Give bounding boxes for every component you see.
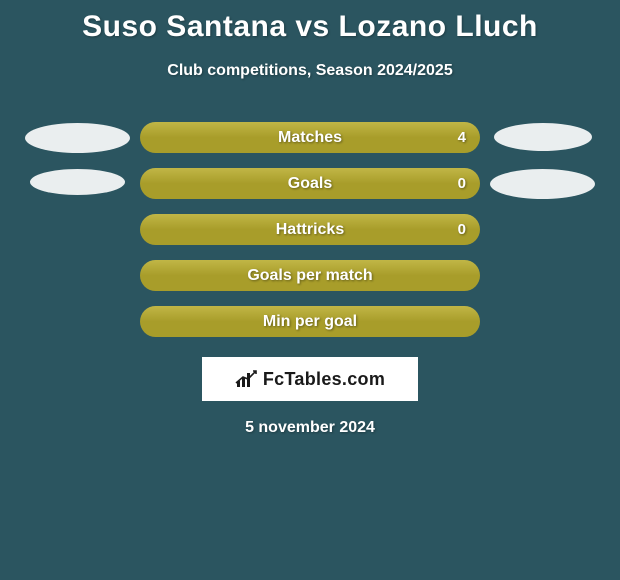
ellipse-slot-right [490,307,595,337]
ellipse-slot-left [25,261,130,291]
page-title: Suso Santana vs Lozano Lluch [0,10,620,44]
ellipse-slot-left [25,215,130,245]
logo-inner: FcTables.com [235,369,385,390]
ellipse-slot-right [490,215,595,245]
stat-label: Hattricks [276,221,344,239]
stat-bar: Hattricks 0 [140,214,480,245]
stat-label: Matches [278,129,342,147]
chart-icon [235,369,259,389]
value-ellipse-right [494,123,592,151]
ellipse-slot-left [25,123,130,153]
stat-label: Goals [288,175,332,193]
stat-label: Goals per match [247,267,372,285]
stat-row: Goals per match [0,260,620,291]
ellipse-slot-left [25,169,130,199]
stat-bar: Goals per match [140,260,480,291]
ellipse-slot-left [25,307,130,337]
stat-bar: Goals 0 [140,168,480,199]
stats-rows: Matches 4 Goals 0 Hattricks 0 Goals per match M… [0,122,620,337]
value-ellipse-left [25,123,130,153]
value-ellipse-left [30,169,125,195]
logo-text: FcTables.com [263,369,385,390]
stat-row: Min per goal [0,306,620,337]
stat-bar: Matches 4 [140,122,480,153]
stat-row: Matches 4 [0,122,620,153]
infographic-container: Suso Santana vs Lozano Lluch Club compet… [0,0,620,437]
ellipse-slot-right [490,123,595,153]
stat-label: Min per goal [263,313,357,331]
stat-value-right: 0 [458,175,466,192]
stat-value-right: 0 [458,221,466,238]
stat-row: Hattricks 0 [0,214,620,245]
value-ellipse-right [490,169,595,199]
subtitle: Club competitions, Season 2024/2025 [0,62,620,80]
logo-box: FcTables.com [202,357,418,401]
stat-value-right: 4 [458,129,466,146]
ellipse-slot-right [490,261,595,291]
stat-row: Goals 0 [0,168,620,199]
stat-bar: Min per goal [140,306,480,337]
date-label: 5 november 2024 [0,419,620,437]
ellipse-slot-right [490,169,595,199]
